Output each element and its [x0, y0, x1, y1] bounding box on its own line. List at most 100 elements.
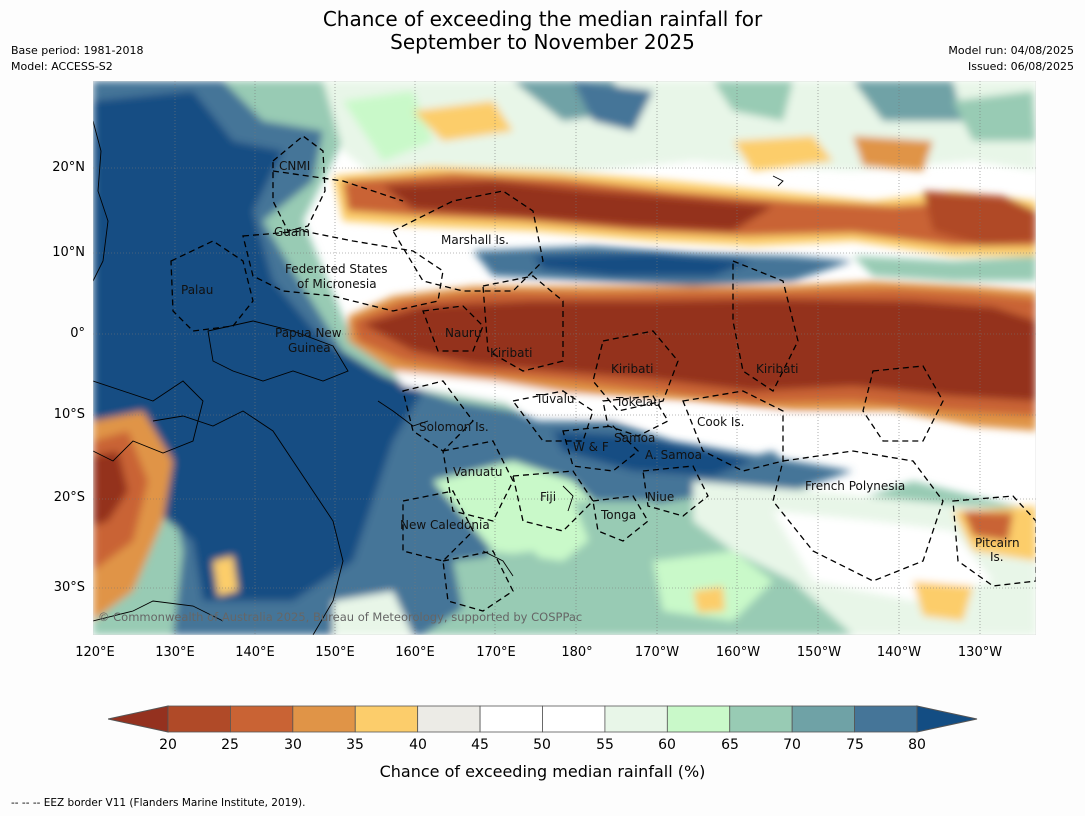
- australia-coast: [152, 410, 344, 635]
- colorbar-tick-40: 40: [409, 737, 427, 753]
- colorbar-tick-20: 20: [159, 737, 177, 753]
- colorbar: [108, 705, 978, 733]
- label-fiji: Fiji: [540, 490, 556, 504]
- australia-south-coast: [93, 600, 224, 622]
- eez-marshall: [392, 190, 544, 292]
- title-line-2: September to November 2025: [390, 30, 695, 54]
- eez-pitcairn: [952, 495, 1036, 587]
- rainfall-field: [93, 81, 1036, 635]
- label-wf: W & F: [573, 440, 609, 454]
- label-vanuatu: Vanuatu: [453, 465, 503, 479]
- colorbar-tick-35: 35: [346, 737, 364, 753]
- eez-french-polynesia: [772, 450, 944, 582]
- eez-tuvalu: [511, 390, 594, 442]
- label-samoa: Samoa: [614, 431, 655, 445]
- colorbar-tick-45: 45: [471, 737, 489, 753]
- label-kiribati-east: Kiribati: [756, 362, 798, 376]
- lat-label-30s: 30°S: [53, 580, 85, 595]
- colorbar-tick-25: 25: [221, 737, 239, 753]
- new-caledonia-coast: [482, 550, 514, 577]
- label-kiribati-central: Kiribati: [611, 362, 653, 376]
- eez-borders: [170, 135, 1036, 612]
- label-tonga: Tonga: [600, 508, 636, 522]
- colorbar-tick-70: 70: [783, 737, 801, 753]
- colorbar-segment: [292, 705, 356, 733]
- colorbar-segment: [791, 705, 855, 733]
- lat-label-10n: 10°N: [52, 245, 85, 260]
- eez-solomon: [402, 380, 474, 452]
- lat-label-20s: 20°S: [53, 490, 85, 505]
- label-marshall: Marshall Is.: [441, 233, 509, 247]
- colorbar-tick-50: 50: [533, 737, 551, 753]
- eez-fiji: [512, 470, 594, 532]
- lon-label-180: 180°: [561, 645, 593, 660]
- lon-label-150w: 150°W: [796, 645, 842, 660]
- colorbar-tick-65: 65: [721, 737, 739, 753]
- colorbar-segment: [354, 705, 419, 733]
- colorbar-segment: [167, 705, 231, 733]
- eez-cnmi: [272, 135, 326, 232]
- label-fsm-line2: of Micronesia: [297, 277, 377, 291]
- hawaii-coast: [772, 175, 784, 187]
- lon-label-140w: 140°W: [876, 645, 922, 660]
- eez-niue: [642, 465, 709, 517]
- colorbar-label: Chance of exceeding median rainfall (%): [379, 762, 706, 781]
- rainfall-map: CNMI Guam Marshall Is. Federated States …: [93, 81, 1036, 635]
- solomon-coast: [377, 400, 429, 427]
- eez-nauru: [422, 305, 484, 352]
- lon-label-130w: 130°W: [957, 645, 1003, 660]
- eez-samoa: [562, 425, 639, 472]
- model-name: Model: ACCESS-S2: [11, 60, 113, 73]
- label-french-polynesia: French Polynesia: [805, 479, 905, 493]
- eez-legend-footer: -- -- -- EEZ border V11 (Flanders Marine…: [11, 797, 306, 809]
- lon-label-140e: 140°E: [235, 645, 275, 660]
- colorbar-segment: [729, 705, 793, 733]
- label-cook: Cook Is.: [697, 415, 744, 429]
- label-asamoa: A. Samoa: [645, 448, 702, 462]
- colorbar-segment: [542, 705, 606, 733]
- eez-new-caledonia: [402, 490, 474, 562]
- colorbar-tick-30: 30: [284, 737, 302, 753]
- label-pitcairn-line2: Is.: [990, 550, 1004, 564]
- eez-norfolk: [442, 550, 514, 612]
- vanuatu-coast: [562, 485, 574, 512]
- label-nauru: Nauru: [445, 326, 481, 340]
- lat-label-10s: 10°S: [53, 407, 85, 422]
- lat-label-20n: 20°N: [52, 160, 85, 175]
- title-line-1: Chance of exceeding the median rainfall …: [322, 7, 763, 31]
- issued-date: Issued: 06/08/2025: [967, 60, 1074, 73]
- lon-label-170w: 170°W: [634, 645, 680, 660]
- label-tokelau: Tokelau: [615, 395, 661, 409]
- copyright-notice: © Commonwealth of Australia 2025, Bureau…: [98, 610, 582, 624]
- meta-right: Model run: 04/08/2025 Issued: 06/08/2025: [948, 43, 1074, 75]
- label-cnmi: CNMI: [279, 159, 310, 173]
- colorbar-segment: [604, 705, 668, 733]
- colorbar-segment: [854, 705, 918, 733]
- map-title: Chance of exceeding the median rainfall …: [0, 8, 1085, 54]
- lon-label-160w: 160°W: [715, 645, 761, 660]
- eez-segment-north: [272, 170, 404, 202]
- eez-micronesia: [242, 230, 444, 312]
- eez-tokelau: [602, 395, 669, 437]
- model-run: Model run: 04/08/2025: [948, 44, 1074, 57]
- lon-label-150e: 150°E: [315, 645, 355, 660]
- colorbar-segment: [230, 705, 294, 733]
- label-new-caledonia: New Caledonia: [400, 518, 490, 532]
- eez-palau: [170, 240, 254, 332]
- eez-kiribati-east: [732, 260, 799, 392]
- colorbar-arrow-right: [916, 705, 978, 733]
- label-png-line1: Papua New: [275, 326, 342, 340]
- label-png-line2: Guinea: [288, 341, 331, 355]
- new-guinea-coast: [207, 320, 349, 382]
- eez-kiribati-line: [862, 365, 944, 442]
- eez-vanuatu: [442, 440, 514, 522]
- lon-label-130e: 130°E: [155, 645, 195, 660]
- colorbar-tick-80: 80: [908, 737, 926, 753]
- meta-left: Base period: 1981-2018 Model: ACCESS-S2: [11, 43, 143, 75]
- graticule: [93, 81, 1036, 635]
- lon-label-170e: 170°E: [476, 645, 516, 660]
- label-palau: Palau: [181, 283, 213, 297]
- lon-label-160e: 160°E: [395, 645, 435, 660]
- colorbar-segments: [167, 705, 918, 733]
- lon-label-120e: 120°E: [75, 645, 115, 660]
